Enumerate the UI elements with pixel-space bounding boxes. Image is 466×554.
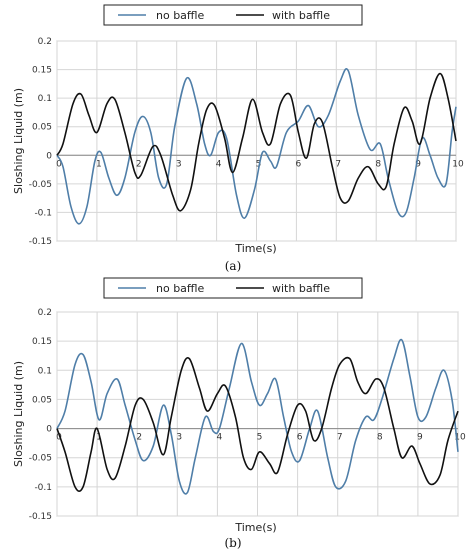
chart-b-y-tick-label: -0.05	[29, 454, 52, 464]
chart-a-panel-label: (a)	[225, 259, 242, 273]
chart-b-y-tick-label: -0.15	[29, 512, 52, 522]
chart-b-x-tick-label: 6	[297, 433, 303, 443]
chart-b-x-tick-label: 10	[454, 433, 466, 443]
chart-a-x-tick-label: 8	[375, 159, 381, 169]
chart-a-x-ticks: 0 1 2 3 4 5 6 7 8 9 10	[56, 159, 464, 169]
chart-b-x-tick-label: 1	[96, 433, 102, 443]
chart-panel-b: no baffle with baffle 0 1 2 3 4 5 6 7 8 9 10 -0.15…	[0, 275, 466, 550]
chart-b-series	[56, 338, 459, 495]
chart-a-series-line-with-baffle	[56, 72, 457, 212]
chart-b-legend-label-no-baffle: no baffle	[156, 282, 205, 295]
chart-a-x-tick-label: 6	[296, 159, 302, 169]
chart-b-x-tick-label: 8	[377, 433, 383, 443]
chart-b-y-tick-label: -0.1	[34, 483, 52, 493]
chart-a-y-tick-label: 0.2	[38, 37, 52, 47]
chart-b-svg: no baffle with baffle 0 1 2 3 4 5 6 7 8 9 10 -0.15…	[12, 277, 466, 550]
chart-b-y-tick-label: 0.05	[32, 395, 52, 405]
chart-b-y-tick-label: 0	[46, 425, 52, 435]
chart-b-x-axis-title: Time(s)	[234, 521, 276, 534]
chart-a-series-line-no-baffle	[56, 68, 457, 225]
chart-a-x-tick-label: 0	[56, 159, 62, 169]
chart-b-x-tick-label: 3	[176, 433, 182, 443]
chart-a-x-axis-title: Time(s)	[234, 242, 276, 255]
chart-a-y-tick-label: 0.05	[32, 123, 52, 133]
chart-b-y-tick-label: 0.2	[38, 308, 52, 318]
chart-b-legend-label-with-baffle: with baffle	[272, 282, 330, 295]
chart-a-x-tick-label: 4	[216, 159, 222, 169]
chart-a-x-tick-label: 10	[452, 159, 464, 169]
chart-a-x-tick-label: 2	[136, 159, 142, 169]
chart-a-y-ticks: -0.15 -0.1 -0.05 0 0.05 0.1 0.15 0.2	[29, 37, 53, 247]
chart-panel-a: no baffle with baffle 0 1 2 3 4 5 6 7 8 9 10 -0.15…	[0, 0, 466, 275]
chart-a-x-tick-label: 7	[335, 159, 341, 169]
chart-a-x-tick-label: 9	[415, 159, 421, 169]
chart-a-y-tick-label: 0.1	[38, 94, 52, 104]
chart-b-panel-label: (b)	[224, 536, 241, 550]
chart-b-x-tick-label: 0	[56, 433, 62, 443]
chart-b-legend: no baffle with baffle	[103, 277, 363, 299]
chart-a-svg: no baffle with baffle 0 1 2 3 4 5 6 7 8 9 10 -0.15…	[12, 4, 464, 273]
chart-a-series	[56, 68, 457, 225]
chart-b-x-tick-label: 7	[337, 433, 343, 443]
chart-b-series-line-no-baffle	[56, 338, 459, 495]
chart-a-y-tick-label: 0	[46, 151, 52, 161]
chart-a-y-tick-label: -0.05	[29, 180, 52, 190]
chart-a-y-tick-label: -0.15	[29, 237, 52, 247]
chart-a-legend: no baffle with baffle	[103, 4, 363, 26]
chart-a-legend-label-with-baffle: with baffle	[272, 9, 330, 22]
chart-b-y-tick-label: 0.15	[32, 337, 52, 347]
chart-b-series-line-with-baffle	[56, 356, 459, 493]
chart-b-x-tick-label: 2	[136, 433, 142, 443]
chart-a-y-axis-title: Sloshing Liquid (m)	[12, 88, 25, 194]
chart-a-legend-box	[103, 4, 363, 26]
chart-a-legend-label-no-baffle: no baffle	[156, 9, 205, 22]
chart-b-y-tick-label: 0.1	[38, 366, 52, 376]
chart-b-x-tick-label: 5	[257, 433, 263, 443]
chart-a-y-tick-label: -0.1	[34, 208, 52, 218]
chart-a-y-tick-label: 0.15	[32, 66, 52, 76]
chart-b-y-axis-title: Sloshing Liquid (m)	[12, 361, 25, 467]
chart-b-y-ticks: -0.15 -0.1 -0.05 0 0.05 0.1 0.15 0.2	[29, 308, 53, 522]
chart-a-x-tick-label: 3	[176, 159, 182, 169]
chart-a-x-tick-label: 1	[96, 159, 102, 169]
chart-b-x-tick-label: 4	[217, 433, 223, 443]
chart-b-x-tick-label: 9	[417, 433, 423, 443]
chart-b-x-ticks: 0 1 2 3 4 5 6 7 8 9 10	[56, 433, 466, 443]
chart-b-legend-box	[103, 277, 363, 299]
chart-a-x-tick-label: 5	[256, 159, 262, 169]
